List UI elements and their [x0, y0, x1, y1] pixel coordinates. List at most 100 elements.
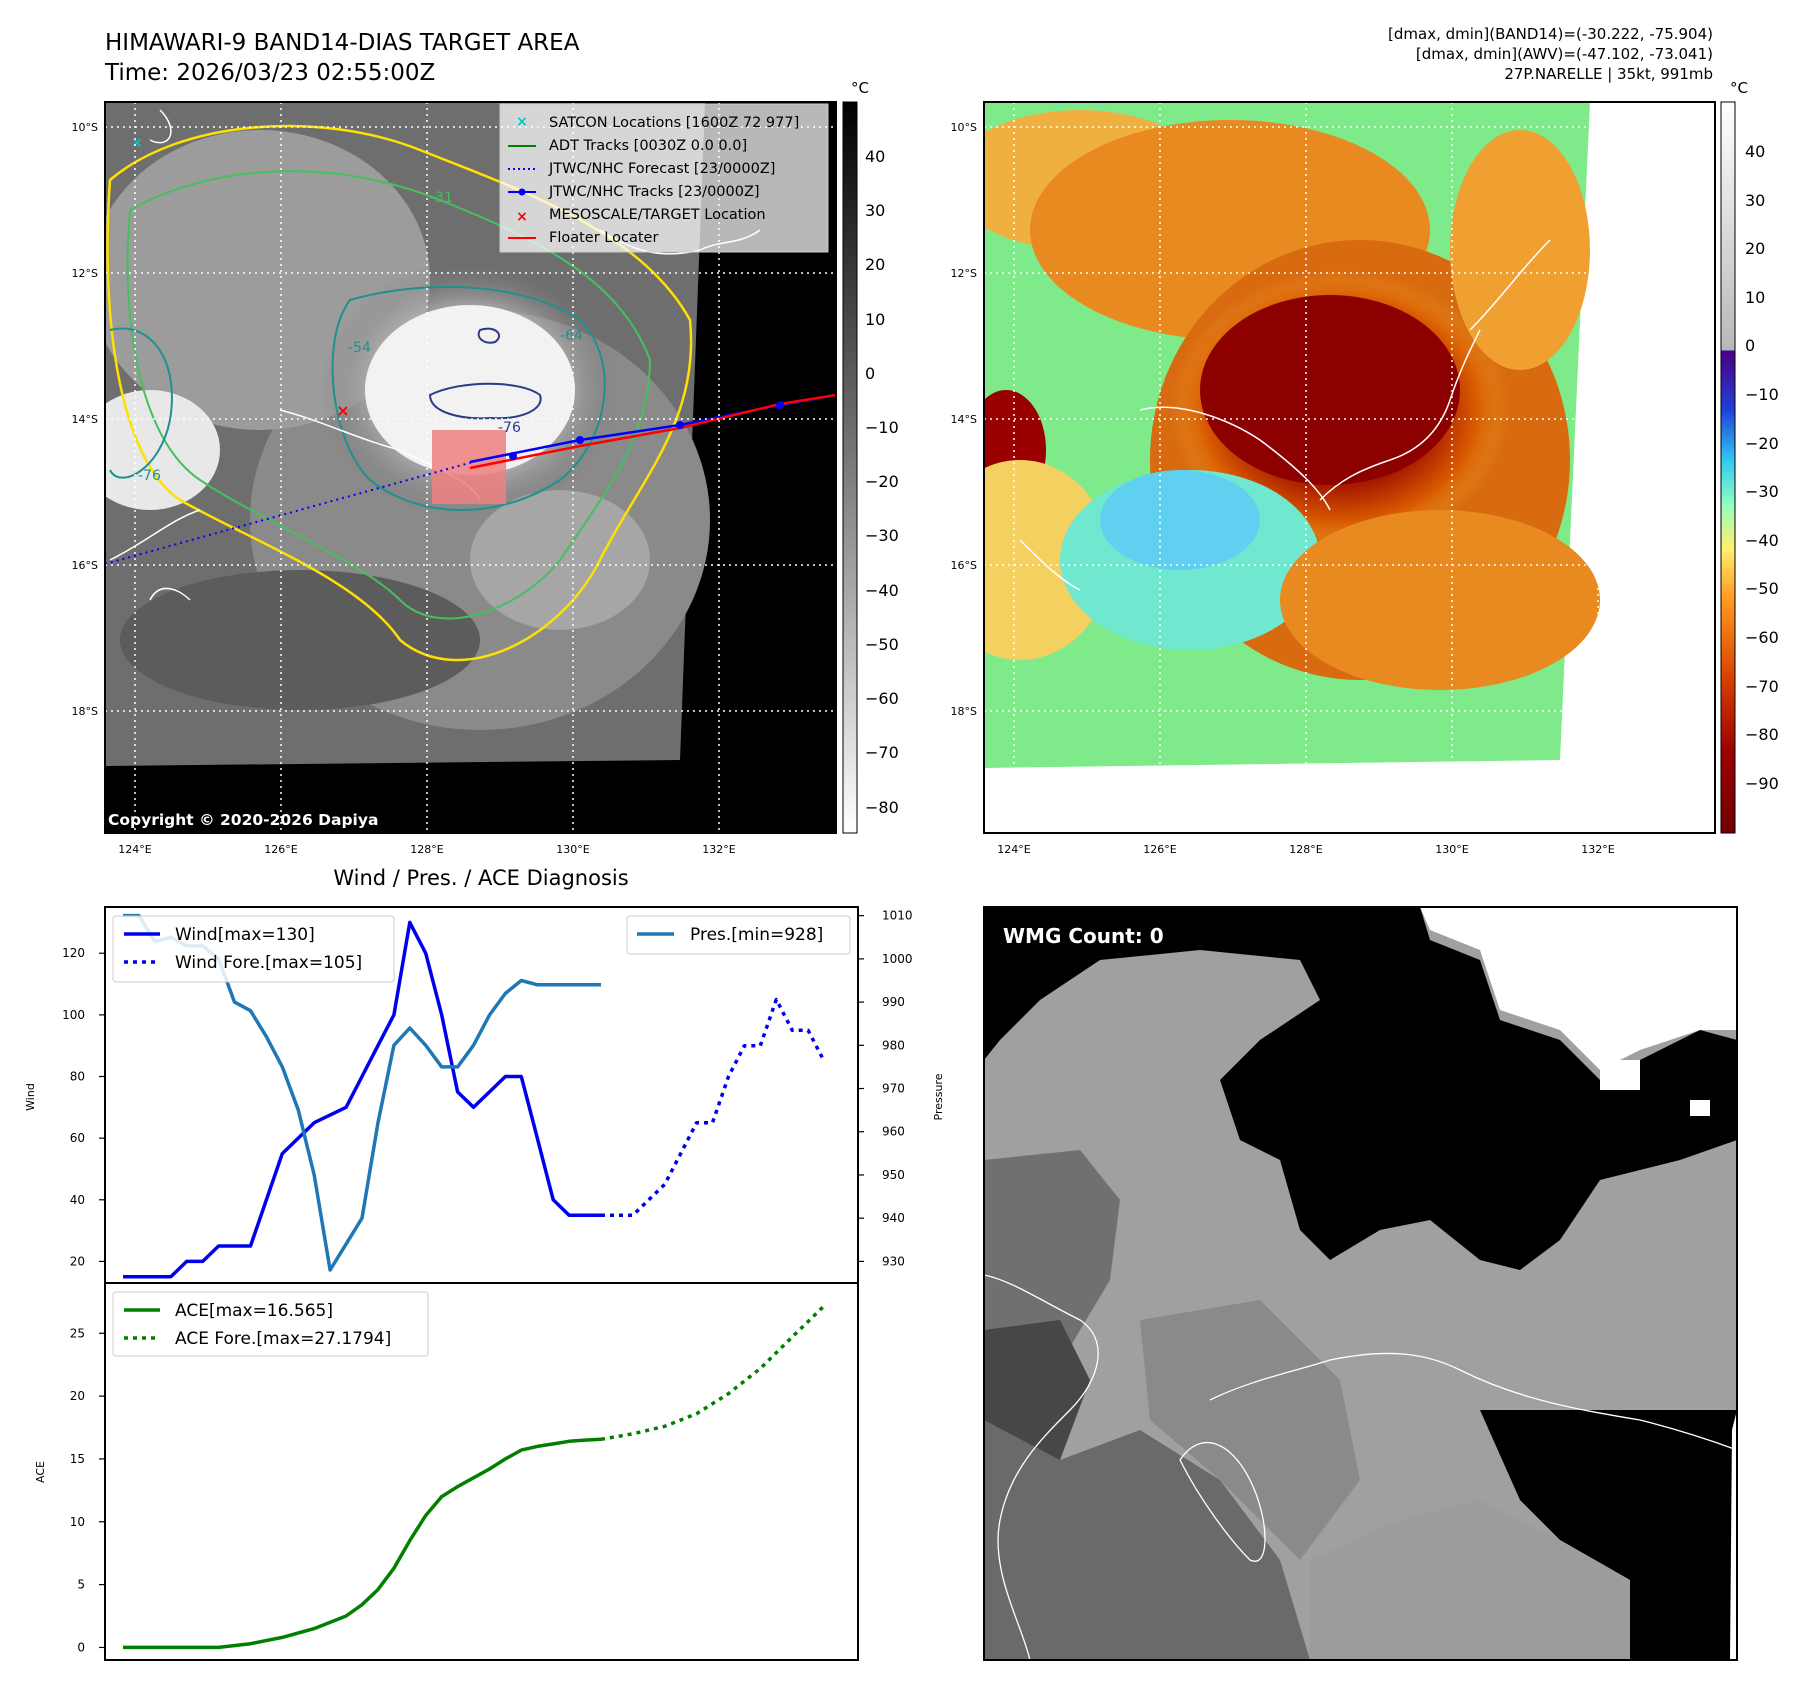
- y2-tick-label: 970: [882, 1082, 905, 1096]
- awv-gridlines: [984, 102, 1715, 833]
- series-line-2: [601, 997, 826, 1217]
- y-tick-label: 0: [77, 1640, 85, 1654]
- lat-label: 14°S: [72, 413, 98, 426]
- wind-axis-label: Wind: [24, 1083, 37, 1111]
- wind-axis-ticks: 20 40 60 80 100 120: [62, 946, 105, 1268]
- lon-label: 126°E: [264, 843, 297, 856]
- lat-label: 14°S: [951, 413, 977, 426]
- colorbar-tick: 20: [1745, 239, 1765, 258]
- svg-text:×: ×: [516, 114, 528, 130]
- legend-tracks: JTWC/NHC Tracks [23/0000Z]: [548, 184, 760, 200]
- colorbar-tick: −70: [865, 743, 899, 762]
- ace-series-group: [123, 1304, 826, 1650]
- svg-text:×: ×: [516, 209, 528, 225]
- right-map-lat-labels: 10°S 12°S 14°S 16°S 18°S: [951, 121, 977, 718]
- wmg-coastline: [984, 1274, 1737, 1660]
- contour-green: [126, 170, 652, 620]
- wmg-count: WMG Count: 0: [1003, 924, 1164, 948]
- lat-label: 10°S: [72, 121, 98, 134]
- band14-map: × × -31 -54 -64 -76 -76 × × SATCON Locat…: [105, 102, 836, 833]
- satcon-marker: ×: [131, 135, 143, 151]
- lon-label: 124°E: [997, 843, 1030, 856]
- legend-wind-forecast: Wind Fore.[max=105]: [175, 953, 362, 973]
- lat-label: 18°S: [72, 705, 98, 718]
- awv-stats: [dmax, dmin](AWV)=(-47.102, -73.041): [1416, 45, 1713, 63]
- y2-tick-label: 960: [882, 1125, 905, 1139]
- target-marker: ×: [336, 401, 349, 420]
- lon-label: 124°E: [118, 843, 151, 856]
- lon-label: 128°E: [410, 843, 443, 856]
- pressure-axis-ticks: 930 940 950 960 970 980 990 1000 1010: [858, 909, 913, 1268]
- wmg-white-east-edge: [1730, 1410, 1737, 1660]
- colorbar-unit: °C: [1730, 79, 1748, 97]
- contour-label: -76: [138, 468, 161, 484]
- diag-title: Wind / Pres. / ACE Diagnosis: [333, 866, 628, 890]
- contour-label: -76: [498, 420, 521, 436]
- wmg-mid-south: [984, 1420, 1310, 1660]
- target-box: [432, 430, 506, 504]
- lon-label: 132°E: [1581, 843, 1614, 856]
- colorbar-unit: °C: [851, 79, 869, 97]
- left-colorbar: °C 40 30 20 10 0 −10 −20 −30 −40 −50 −60…: [842, 79, 899, 834]
- wmg-gray-south: [1310, 1500, 1630, 1660]
- colorbar-tick: −30: [865, 526, 899, 545]
- lat-label: 10°S: [951, 121, 977, 134]
- y-tick-label: 5: [77, 1578, 85, 1592]
- y-tick-label: 20: [70, 1254, 85, 1268]
- series-line-1: [123, 1437, 602, 1650]
- awv-map-frame: [983, 101, 1716, 834]
- y2-tick-label: 1000: [882, 952, 913, 966]
- right-map-lon-labels: 124°E 126°E 128°E 130°E 132°E: [997, 843, 1614, 856]
- colorbar-tick: −60: [1745, 628, 1779, 647]
- colorbar-tick: −10: [865, 418, 899, 437]
- left-map-lat-labels: 10°S 12°S 14°S 16°S 18°S: [72, 121, 98, 718]
- y2-tick-label: 930: [882, 1254, 905, 1268]
- colorbar-tick: 30: [1745, 191, 1765, 210]
- lat-label: 18°S: [951, 705, 977, 718]
- lon-label: 128°E: [1289, 843, 1322, 856]
- y2-tick-label: 1010: [882, 909, 913, 923]
- ace-axis-label: ACE: [34, 1461, 47, 1483]
- y-tick-label: 20: [70, 1389, 85, 1403]
- wmg-light-south: [1140, 1300, 1360, 1560]
- wmg-black-north: [984, 907, 1737, 1270]
- map-legend: × × SATCON Locations [1600Z 72 977] ADT …: [499, 103, 829, 253]
- coastline: [109, 109, 761, 601]
- figure-title: HIMAWARI-9 BAND14-DIAS TARGET AREA: [105, 30, 580, 56]
- contour-yellow: [106, 124, 693, 662]
- wmg-black-east: [1480, 1410, 1737, 1660]
- lat-label: 16°S: [951, 559, 977, 572]
- lon-label: 126°E: [1143, 843, 1176, 856]
- y2-tick-label: 980: [882, 1038, 905, 1052]
- legend-pressure: Pres.[min=928]: [690, 925, 823, 945]
- lon-label: 130°E: [1435, 843, 1468, 856]
- wmg-panel: [984, 907, 1737, 1660]
- forecast-track: [105, 459, 481, 565]
- contour-label: -54: [348, 340, 371, 356]
- colorbar-tick: 10: [1745, 288, 1765, 307]
- series-line-1: [123, 920, 601, 1279]
- legend-ace-forecast: ACE Fore.[max=27.1794]: [175, 1329, 391, 1349]
- colorbar-tick: −50: [865, 635, 899, 654]
- wind-pressure-panel: 20 40 60 80 100 120 930 940 950 960 970 980 990 1000…: [24, 906, 945, 1284]
- colorbar-tick: −20: [865, 472, 899, 491]
- right-colorbar: °C 40 30 20 10 0 −10 −20 −30 −40 −50 −60…: [1720, 79, 1779, 834]
- y-tick-label: 100: [62, 1008, 85, 1022]
- y2-tick-label: 940: [882, 1211, 905, 1225]
- colorbar-tick: −40: [865, 581, 899, 600]
- contour-navy: [428, 327, 542, 420]
- legend-wind: Wind[max=130]: [175, 925, 315, 945]
- colorbar-tick: 0: [1745, 336, 1755, 355]
- colorbar-tick: 40: [865, 147, 885, 166]
- colorbar-tick: −10: [1745, 385, 1779, 404]
- y-tick-label: 60: [70, 1131, 85, 1145]
- legend-forecast: JTWC/NHC Forecast [23/0000Z]: [548, 161, 775, 177]
- ace-legend: ACE[max=16.565] ACE Fore.[max=27.1794]: [112, 1291, 429, 1357]
- colorbar-tick: 0: [865, 364, 875, 383]
- colorbar-tick: −30: [1745, 482, 1779, 501]
- y2-tick-label: 950: [882, 1168, 905, 1182]
- colorbar-tick: −60: [865, 689, 899, 708]
- colorbar-tick: 30: [865, 201, 885, 220]
- lat-label: 12°S: [951, 267, 977, 280]
